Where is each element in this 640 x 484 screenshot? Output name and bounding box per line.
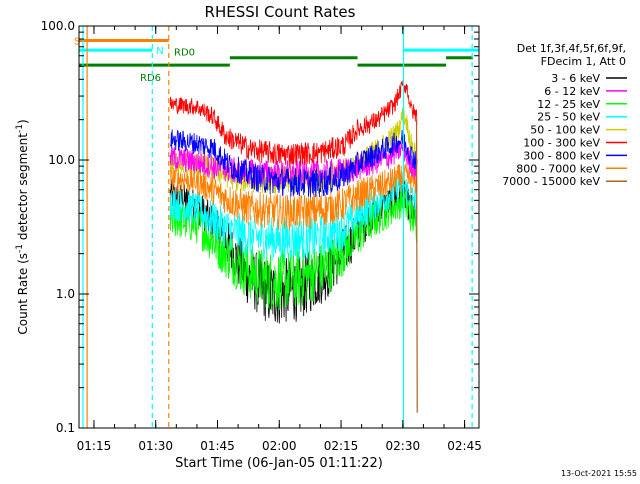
legend-entry-label: 100 - 300 keV [523,137,600,150]
y-tick-label: 10.0 [48,153,75,167]
x-tick-label: 02:00 [262,439,297,453]
legend-entry-label: 12 - 25 keV [537,98,600,111]
x-tick-label: 01:45 [200,439,235,453]
y-axis-label-part: Count Rate (s [16,253,30,335]
legend-header-line: Det 1f,3f,4f,5f,6f,9f, [517,42,626,55]
footer-timestamp: 13-Oct-2021 15:55 [561,469,637,478]
y-tick-label: 0.1 [56,421,75,435]
legend-entry-label: 6 - 12 keV [544,85,600,98]
y-tick-label: 100.0 [41,19,75,33]
legend-entry-label: 300 - 800 keV [523,149,600,162]
y-tick-label: 1.0 [56,287,75,301]
state-bar-label: RD6 [140,73,161,84]
y-axis-label-part: detector segment [16,133,30,244]
legend-entry-label: 7000 - 15000 keV [502,175,600,188]
x-tick-label: 02:45 [447,439,482,453]
state-bar-label: N [156,46,163,57]
legend-header-line: FDecim 1, Att 0 [541,55,626,68]
x-tick-label: 02:30 [386,439,421,453]
y-axis-label: Count Rate (s-1 detector segment-1) [15,119,30,334]
state-bar-label: RD0 [174,48,195,59]
series-line [417,120,418,413]
y-axis-label-exponent: -1 [15,244,25,253]
legend-entry-label: 25 - 50 keV [537,111,600,124]
legend-entry-label: 800 - 7000 keV [516,162,600,175]
legend-entry-label: 3 - 6 keV [551,72,600,85]
x-tick-label: 01:15 [77,439,112,453]
y-axis-label-exponent: -1 [15,124,25,133]
x-tick-label: 01:30 [138,439,173,453]
y-axis-label-part: ) [16,119,30,124]
x-axis-label: Start Time (06-Jan-05 01:11:22) [175,456,383,471]
x-tick-label: 02:15 [324,439,359,453]
chart-title: RHESSI Count Rates [205,3,356,21]
legend-entry-label: 50 - 100 keV [530,124,600,137]
